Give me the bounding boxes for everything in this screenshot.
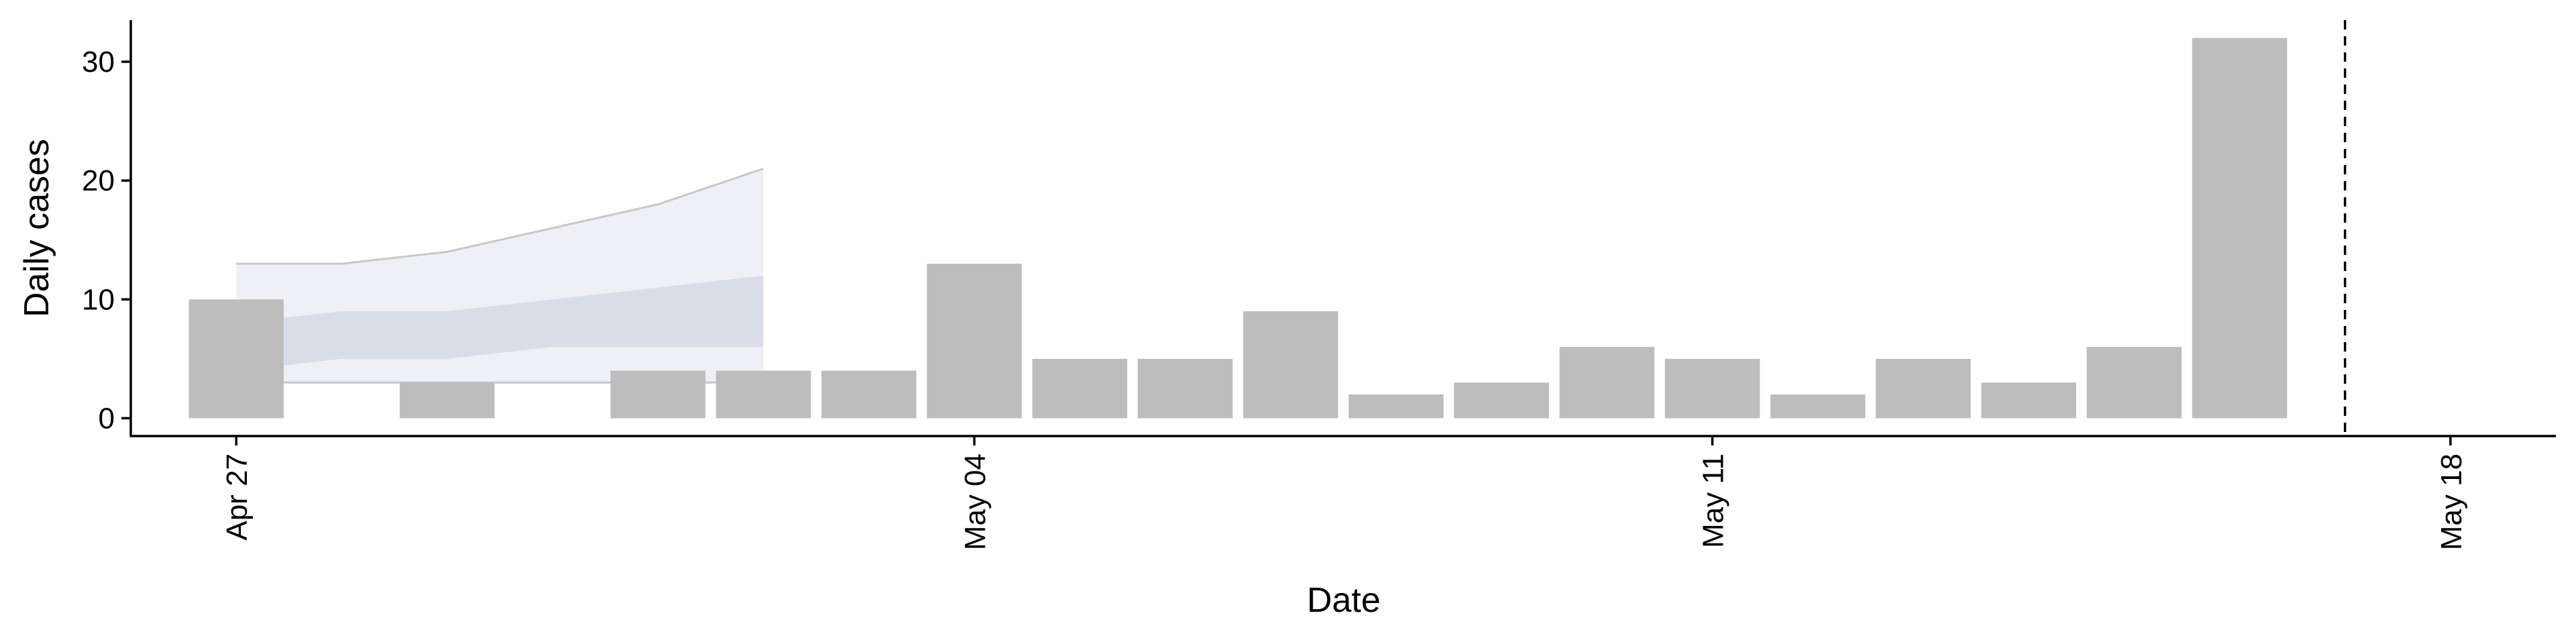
x-tick-label: May 18 xyxy=(2435,453,2468,550)
bar xyxy=(399,382,495,419)
bar xyxy=(2192,38,2288,419)
bar xyxy=(610,370,706,419)
bar xyxy=(1981,382,2076,419)
bar xyxy=(189,299,284,419)
bar xyxy=(1243,311,1338,419)
x-tick-label: May 04 xyxy=(959,453,991,550)
x-tick-label: May 11 xyxy=(1697,453,1730,548)
bar xyxy=(1138,358,1233,419)
axes: 0 10 20 30 Apr 27 May 04 May 11 May 18 xyxy=(82,20,2556,550)
bar xyxy=(1348,394,1444,419)
bar xyxy=(926,264,1022,419)
bar xyxy=(1454,382,1549,419)
bar xyxy=(2086,347,2182,419)
x-axis-title: Date xyxy=(1307,581,1381,620)
forecast-band-inner xyxy=(236,275,763,371)
bar-series xyxy=(189,38,2288,419)
bar xyxy=(1876,358,1971,419)
x-tick-label: Apr 27 xyxy=(221,453,254,541)
y-tick-label: 10 xyxy=(82,283,115,316)
y-axis-title: Daily cases xyxy=(17,139,56,317)
bar xyxy=(1770,394,1866,419)
y-tick-label: 30 xyxy=(82,46,115,78)
bar xyxy=(1559,347,1655,419)
y-tick-label: 20 xyxy=(82,164,115,197)
bar xyxy=(1664,358,1760,419)
bar xyxy=(1032,358,1128,419)
forecast-bands xyxy=(236,167,764,384)
y-tick-label: 0 xyxy=(99,402,115,435)
forecast-band-upper-edge xyxy=(236,167,764,265)
bar xyxy=(716,370,811,419)
bar xyxy=(821,370,916,419)
